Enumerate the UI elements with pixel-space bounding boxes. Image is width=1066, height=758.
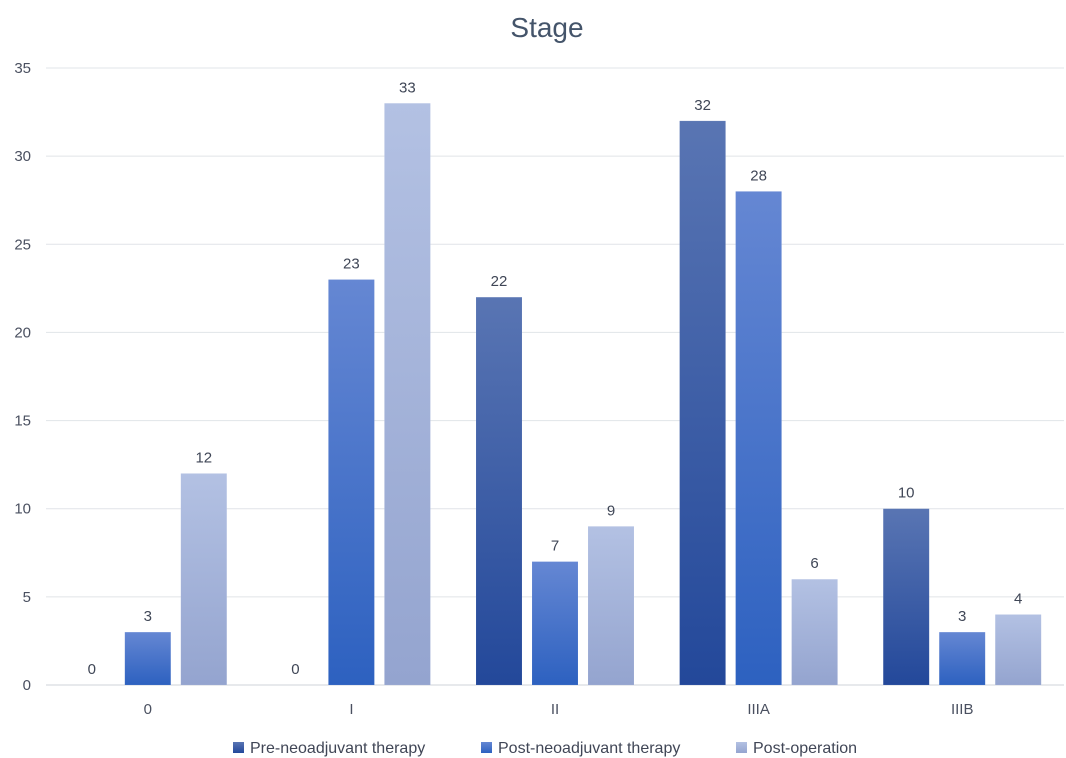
bar [882,508,930,686]
bar [587,526,635,686]
data-label: 33 [399,79,416,96]
bar [791,578,838,686]
data-label: 22 [491,273,508,290]
x-tick-label: 0 [144,701,152,718]
data-label: 3 [144,608,152,625]
bars [124,103,1042,686]
y-tick-label: 25 [14,236,31,253]
legend: Pre-neoadjuvant therapy Post-neoadjuvant … [233,740,857,757]
data-label: 0 [88,661,96,678]
data-label: 6 [810,555,818,572]
x-axis: 0 I II IIIA IIIB [144,701,974,718]
x-tick-label: IIIA [747,701,770,718]
legend-swatch [736,742,747,753]
chart-title: Stage [510,12,583,43]
data-label: 4 [1014,590,1022,607]
bar [994,614,1042,686]
legend-swatch [481,742,492,753]
legend-label: Post-operation [753,740,857,757]
y-axis: 0 5 10 15 20 25 30 35 [14,60,31,694]
y-tick-label: 5 [23,589,31,606]
bar [475,296,523,686]
data-label: 12 [195,449,212,466]
bar [328,279,375,686]
data-label: 0 [291,661,299,678]
legend-label: Pre-neoadjuvant therapy [250,740,425,757]
legend-label: Post-neoadjuvant therapy [498,740,680,757]
bar [384,103,431,686]
data-label: 7 [551,538,559,555]
x-tick-label: II [551,701,559,718]
data-label: 10 [898,485,915,502]
y-tick-label: 20 [14,324,31,341]
y-tick-label: 15 [14,413,31,430]
bar [124,631,172,686]
y-tick-label: 10 [14,501,31,518]
y-tick-label: 30 [14,148,31,165]
x-tick-label: I [349,701,353,718]
bar [180,473,228,686]
data-labels: 0 3 12 0 23 33 22 7 9 32 28 6 10 3 4 [88,79,1023,678]
bar [679,120,726,686]
x-tick-label: IIIB [951,701,974,718]
data-label: 28 [750,167,767,184]
data-label: 32 [694,97,711,114]
bar [531,561,579,686]
data-label: 3 [958,608,966,625]
data-label: 9 [607,502,615,519]
bar [938,631,986,686]
y-tick-label: 0 [23,677,31,694]
legend-swatch [233,742,244,753]
bar [735,191,782,686]
data-label: 23 [343,256,360,273]
y-tick-label: 35 [14,60,31,77]
